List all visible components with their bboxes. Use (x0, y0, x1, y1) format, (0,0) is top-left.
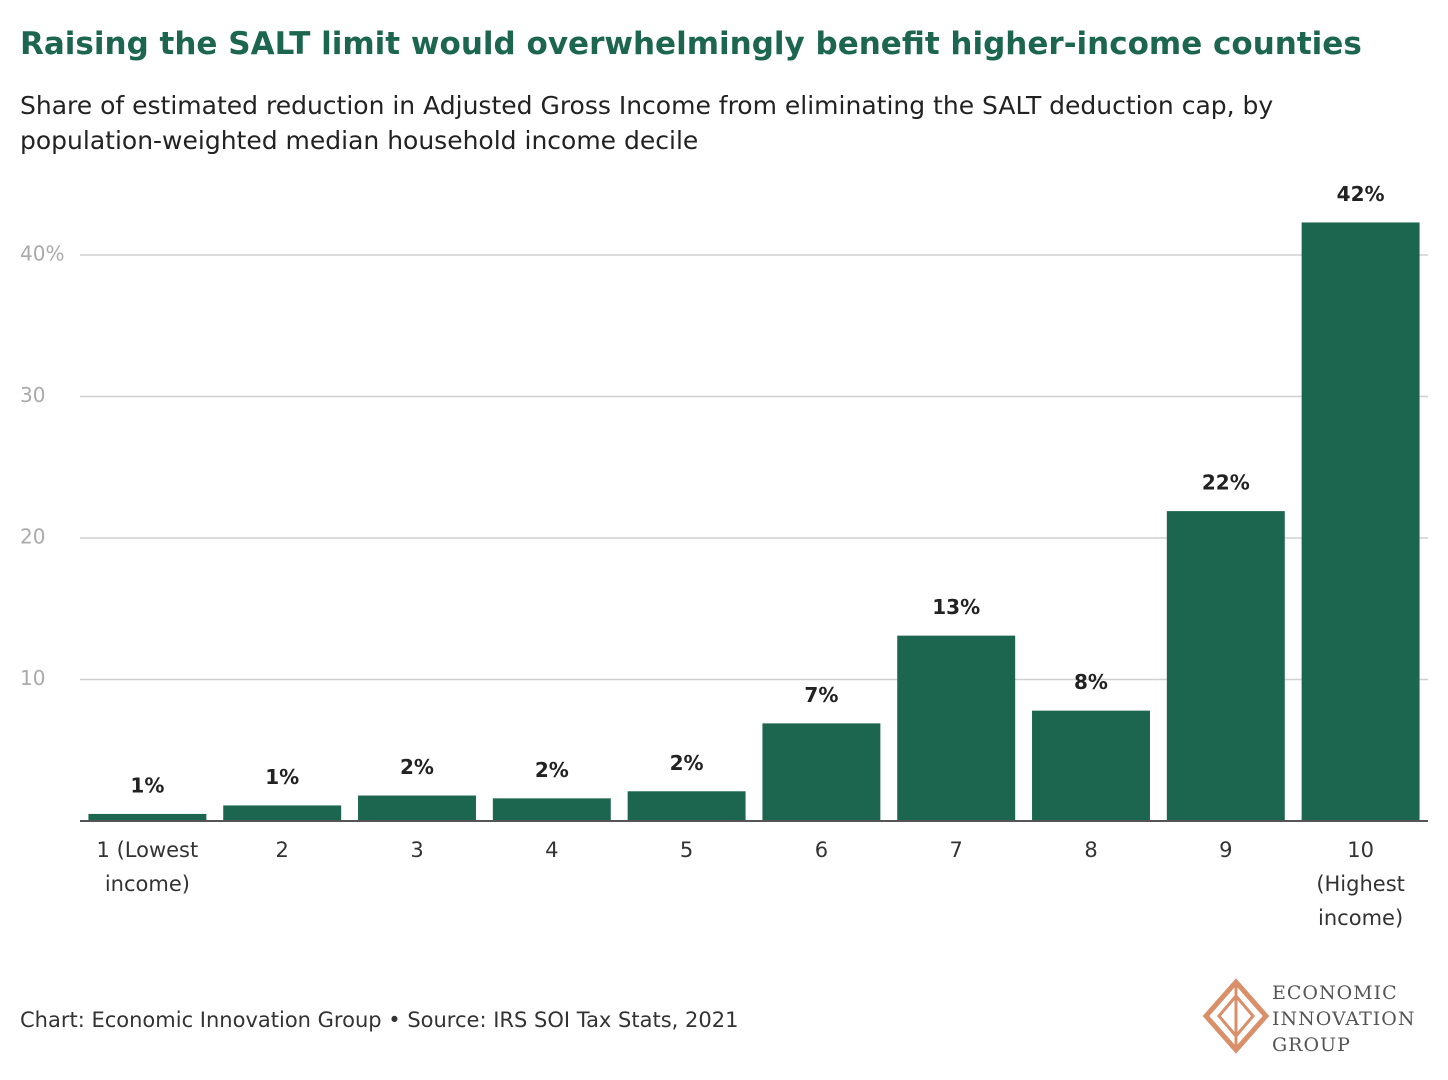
x-tick-label: 4 (545, 838, 559, 862)
x-tick-label: 3 (410, 838, 424, 862)
x-tick-label: 1 (Lowest income) (96, 838, 199, 896)
x-tick-label: 10 (Highest income) (1316, 838, 1405, 930)
value-label: 22% (1202, 471, 1250, 495)
y-tick-label: 40% (20, 242, 64, 266)
value-label: 2% (400, 755, 434, 779)
value-label: 2% (670, 751, 704, 775)
logo-line: ECONOMIC (1272, 982, 1398, 1004)
bar (762, 723, 881, 821)
x-tick-label: 6 (814, 838, 829, 862)
bar (358, 795, 476, 821)
bar (223, 805, 342, 821)
x-tick-label: 5 (679, 838, 694, 862)
bar (1166, 511, 1285, 821)
value-label: 13% (932, 595, 980, 619)
bar (897, 635, 1016, 821)
logo-text: ECONOMIC INNOVATION GROUP (1272, 980, 1416, 1058)
value-label: 7% (804, 683, 838, 707)
y-tick-label: 20 (20, 525, 45, 549)
y-tick-label: 30 (20, 383, 45, 407)
x-tick-label: 9 (1219, 838, 1233, 862)
value-label: 8% (1074, 670, 1108, 694)
value-label: 42% (1337, 182, 1385, 206)
source-note: Chart: Economic Innovation Group • Sourc… (20, 1008, 739, 1032)
chart-title: Raising the SALT limit would overwhelmin… (20, 26, 1362, 62)
x-tick-label: 8 (1084, 838, 1098, 862)
bar (1301, 222, 1420, 821)
bar (1032, 710, 1150, 821)
logo-line: GROUP (1272, 1034, 1351, 1056)
value-label: 1% (130, 773, 164, 797)
y-tick-label: 10 (20, 666, 45, 690)
logo-line: INNOVATION (1272, 1008, 1416, 1030)
value-label: 2% (535, 758, 569, 782)
x-tick-label: 7 (949, 838, 963, 862)
bar (492, 798, 611, 821)
chart-subtitle: Share of estimated reduction in Adjusted… (20, 91, 1274, 155)
logo-mark (1202, 978, 1270, 1054)
bar (627, 791, 746, 821)
value-label: 1% (265, 765, 299, 789)
x-tick-label: 2 (275, 838, 289, 862)
bar (88, 813, 207, 821)
